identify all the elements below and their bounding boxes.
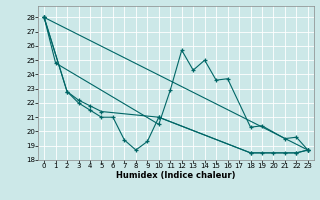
- X-axis label: Humidex (Indice chaleur): Humidex (Indice chaleur): [116, 171, 236, 180]
